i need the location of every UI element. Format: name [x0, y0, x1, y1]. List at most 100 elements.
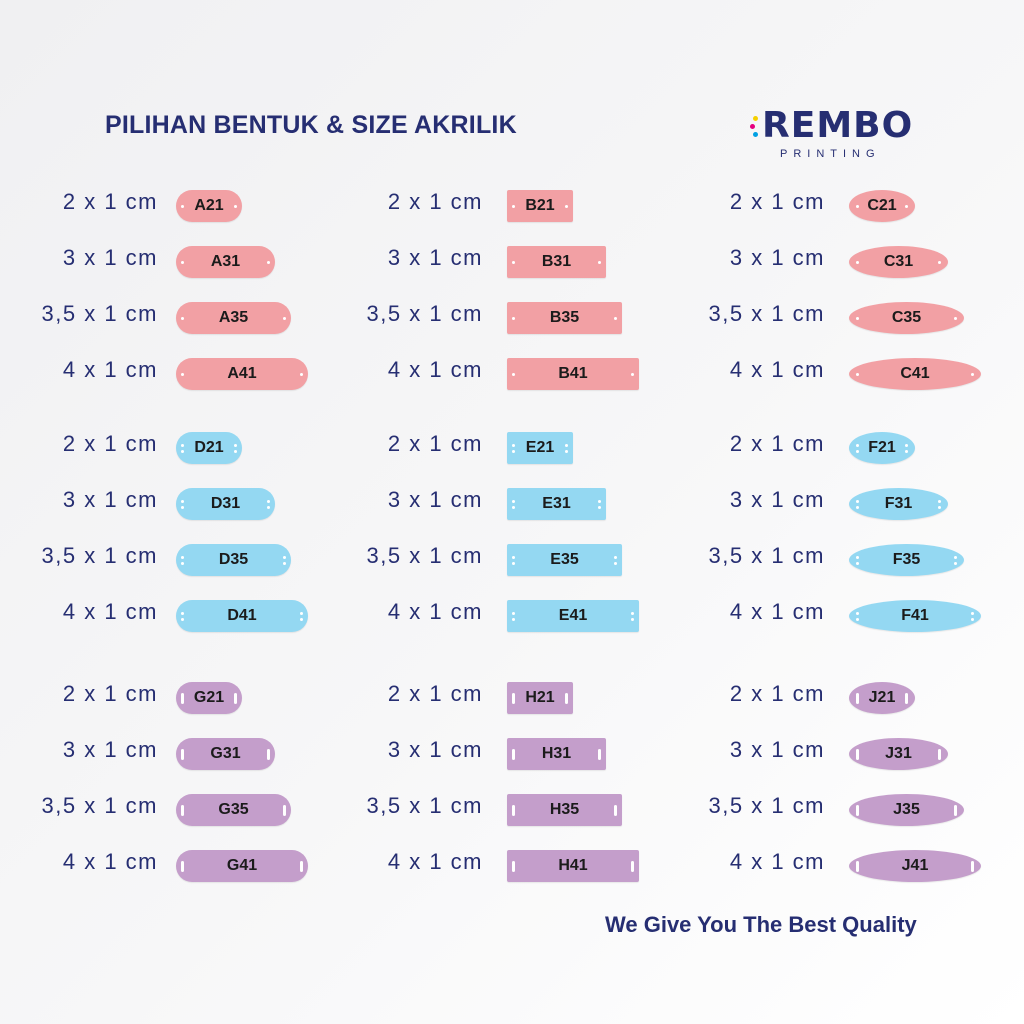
tag-hole	[856, 372, 859, 376]
tag-code: H21	[525, 689, 555, 706]
tag-hole	[181, 692, 184, 704]
acrylic-tag-rounded: A31	[176, 246, 275, 278]
tag-hole	[512, 499, 515, 503]
tag-code: G35	[218, 801, 249, 818]
tag-hole	[856, 505, 859, 509]
tag-code: C35	[891, 309, 922, 326]
size-label: 4 x 1 cm	[387, 357, 483, 382]
size-label: 2 x 1 cm	[729, 189, 825, 214]
tag-code: J31	[885, 745, 912, 762]
acrylic-tag-ellipse: C31	[849, 246, 948, 278]
tag-hole	[565, 443, 568, 447]
tag-hole	[181, 499, 184, 503]
tag-hole	[598, 505, 601, 509]
size-label: 3,5 x 1 cm	[366, 301, 483, 326]
tag-hole	[512, 316, 515, 320]
tag-hole	[181, 204, 184, 208]
acrylic-tag-rectangle: B21	[507, 190, 573, 222]
tag-hole	[181, 860, 184, 872]
logo-dots	[750, 114, 762, 142]
size-label: 4 x 1 cm	[729, 599, 825, 624]
size-label: 3,5 x 1 cm	[366, 543, 483, 568]
tag-hole	[512, 505, 515, 509]
tag-code: B35	[549, 309, 580, 326]
tag-hole	[181, 443, 184, 447]
tag-hole	[614, 555, 617, 559]
acrylic-tag-ellipse: J21	[849, 682, 915, 714]
acrylic-tag-rectangle: E31	[507, 488, 606, 520]
acrylic-tag-rounded: D31	[176, 488, 275, 520]
acrylic-tag-rounded: G41	[176, 850, 308, 882]
tag-hole	[856, 316, 859, 320]
size-label: 3 x 1 cm	[387, 737, 483, 762]
tag-hole	[300, 617, 303, 621]
tag-hole	[631, 860, 634, 872]
tag-hole	[512, 443, 515, 447]
tag-hole	[181, 449, 184, 453]
acrylic-tag-rounded: D41	[176, 600, 308, 632]
tag-hole	[181, 372, 184, 376]
acrylic-tag-ellipse: J31	[849, 738, 948, 770]
tag-hole	[512, 555, 515, 559]
tag-hole	[938, 260, 941, 264]
tag-code: E21	[525, 439, 555, 456]
size-label: 3 x 1 cm	[62, 737, 158, 762]
acrylic-tag-ellipse: J35	[849, 794, 964, 826]
tag-code: G41	[226, 857, 258, 874]
tag-hole	[267, 499, 270, 503]
tag-hole	[300, 611, 303, 615]
size-label: 4 x 1 cm	[387, 849, 483, 874]
tag-hole	[905, 692, 908, 704]
size-label: 4 x 1 cm	[729, 849, 825, 874]
tag-hole	[512, 617, 515, 621]
tag-hole	[631, 611, 634, 615]
tag-hole	[905, 204, 908, 208]
size-label: 2 x 1 cm	[387, 431, 483, 456]
tag-hole	[267, 505, 270, 509]
size-label: 3,5 x 1 cm	[41, 543, 158, 568]
tag-hole	[512, 561, 515, 565]
tag-hole	[234, 204, 237, 208]
size-label: 3 x 1 cm	[62, 245, 158, 270]
tag-hole	[856, 804, 859, 816]
tag-hole	[954, 804, 957, 816]
tag-hole	[614, 561, 617, 565]
acrylic-tag-rounded: G21	[176, 682, 242, 714]
size-label: 4 x 1 cm	[62, 357, 158, 382]
size-label: 3,5 x 1 cm	[41, 793, 158, 818]
tag-hole	[234, 443, 237, 447]
acrylic-tag-rounded: D35	[176, 544, 291, 576]
tag-code: G31	[210, 745, 241, 762]
tag-hole	[954, 561, 957, 565]
tag-hole	[512, 692, 515, 704]
tag-hole	[300, 860, 303, 872]
acrylic-tag-rounded: G35	[176, 794, 291, 826]
size-label: 3,5 x 1 cm	[708, 793, 825, 818]
tag-code: H41	[558, 857, 588, 874]
tag-hole	[512, 611, 515, 615]
tag-hole	[512, 748, 515, 760]
tag-code: E41	[558, 607, 588, 624]
acrylic-tag-ellipse: F31	[849, 488, 948, 520]
tag-hole	[283, 804, 286, 816]
acrylic-tag-rectangle: B31	[507, 246, 606, 278]
size-label: 2 x 1 cm	[62, 189, 158, 214]
acrylic-tag-rectangle: H35	[507, 794, 622, 826]
acrylic-tag-rectangle: E21	[507, 432, 573, 464]
tag-code: J41	[901, 857, 929, 874]
tag-code: F41	[901, 607, 929, 624]
size-label: 3,5 x 1 cm	[366, 793, 483, 818]
tag-hole	[598, 748, 601, 760]
tag-hole	[856, 561, 859, 565]
tag-code: C31	[883, 253, 914, 270]
tag-hole	[267, 748, 270, 760]
tag-hole	[512, 372, 515, 376]
tag-code: E35	[550, 551, 579, 568]
acrylic-tag-rounded: D21	[176, 432, 242, 464]
tag-code: H31	[541, 745, 572, 762]
tag-hole	[938, 748, 941, 760]
tag-hole	[631, 617, 634, 621]
tag-code: D41	[227, 607, 257, 624]
tag-hole	[856, 555, 859, 559]
tag-code: H35	[549, 801, 580, 818]
